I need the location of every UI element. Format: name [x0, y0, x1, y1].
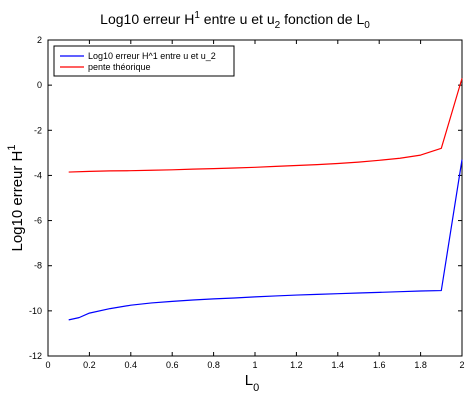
x-tick-label: 2 — [459, 360, 464, 370]
legend-box — [53, 45, 235, 77]
x-tick-label: 0.2 — [83, 360, 96, 370]
chart-title-part: Log10 erreur H — [100, 11, 194, 27]
legend-label-1: Log10 erreur H^1 entre u et u_2 — [88, 51, 216, 61]
y-axis-label: Log10 erreur H1 — [6, 144, 26, 251]
x-tick-label: 0.6 — [166, 360, 179, 370]
x-tick-label: 1.2 — [290, 360, 303, 370]
chart-title: Log10 erreur H1 entre u et u2 fonction d… — [100, 10, 370, 31]
x-tick-label: 1.4 — [332, 360, 345, 370]
chart-title-part: fonction de L — [280, 11, 364, 27]
series-line-1 — [68, 159, 463, 321]
y-tick-label: -6 — [34, 216, 42, 226]
series-line-2 — [68, 78, 463, 173]
y-tick-label: 2 — [37, 35, 42, 45]
x-tick-label: 0 — [45, 360, 50, 370]
y-tick-label: -2 — [34, 125, 42, 135]
chart-title-part: 2 — [275, 20, 281, 31]
x-tick-label: 0.8 — [207, 360, 220, 370]
chart-title-part: 1 — [194, 10, 200, 21]
y-axis-label-main: Log10 erreur H — [9, 151, 26, 252]
legend-label-2: pente théorique — [88, 62, 151, 72]
y-axis-label-sup: 1 — [6, 144, 18, 150]
y-tick-label: 0 — [37, 80, 42, 90]
x-tick-label: 1.6 — [373, 360, 386, 370]
y-tick-label: -10 — [29, 306, 42, 316]
y-tick-label: -4 — [34, 170, 42, 180]
x-axis-label: L0 — [245, 372, 259, 394]
y-tick-label: -8 — [34, 261, 42, 271]
x-axis-label-main: L — [245, 372, 253, 389]
y-tick-label: -12 — [29, 351, 42, 361]
chart-title-part: entre u et u — [200, 11, 275, 27]
x-tick-label: 0.4 — [125, 360, 138, 370]
chart-title-part: 0 — [364, 20, 370, 31]
x-tick-label: 1.8 — [414, 360, 427, 370]
x-axis-label-sub: 0 — [253, 382, 259, 394]
x-tick-label: 1 — [252, 360, 257, 370]
plot-area — [47, 39, 463, 357]
